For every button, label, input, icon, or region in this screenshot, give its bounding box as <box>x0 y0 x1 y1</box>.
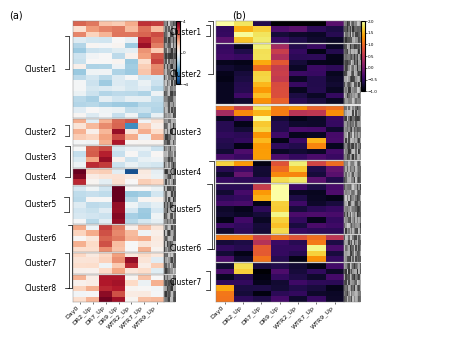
Text: Cluster2: Cluster2 <box>25 127 57 137</box>
Text: Cluster4: Cluster4 <box>25 173 57 181</box>
Text: Cluster8: Cluster8 <box>25 284 57 293</box>
Text: Cluster3: Cluster3 <box>25 153 57 162</box>
Text: Cluster7: Cluster7 <box>169 278 201 287</box>
Text: Cluster5: Cluster5 <box>25 200 57 210</box>
Text: Cluster3: Cluster3 <box>169 128 201 138</box>
Text: (a): (a) <box>9 11 23 20</box>
Text: Cluster4: Cluster4 <box>169 168 201 177</box>
Text: Cluster6: Cluster6 <box>169 244 201 253</box>
Text: Cluster6: Cluster6 <box>25 234 57 243</box>
Text: Cluster2: Cluster2 <box>169 70 201 79</box>
Text: Cluster1: Cluster1 <box>25 65 57 74</box>
Text: Cluster5: Cluster5 <box>169 205 201 214</box>
Text: Cluster7: Cluster7 <box>25 259 57 268</box>
Text: Cluster1: Cluster1 <box>169 27 201 37</box>
Text: (b): (b) <box>232 11 246 20</box>
